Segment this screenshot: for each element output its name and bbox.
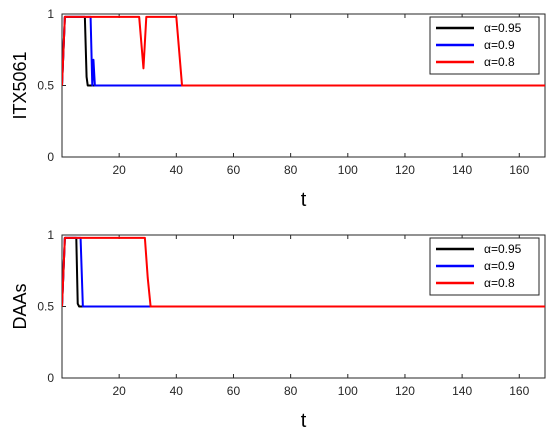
y-axis-label: ITX5061 <box>10 51 30 119</box>
x-tick-label: 120 <box>395 384 415 398</box>
x-tick-label: 160 <box>509 384 529 398</box>
x-tick-label: 120 <box>395 163 415 177</box>
x-tick-label: 160 <box>509 163 529 177</box>
series-line-3 <box>62 236 545 308</box>
legend-label-2: α=0.9 <box>484 38 515 52</box>
x-tick-label: 60 <box>227 384 241 398</box>
y-axis-label: DAAs <box>10 283 30 329</box>
legend-label-3: α=0.8 <box>484 55 515 69</box>
x-axis-label: t <box>301 410 307 430</box>
x-tick-label: 140 <box>452 163 472 177</box>
x-tick-label: 20 <box>112 384 126 398</box>
x-tick-label: 60 <box>227 163 241 177</box>
chart-panel-1: 20 40 60 80 100 120 140 16000.51tITX5061α=0.95α… <box>10 7 546 211</box>
y-tick-label: 1 <box>47 228 54 242</box>
x-tick-label: 40 <box>170 384 184 398</box>
x-tick-label: 80 <box>284 163 298 177</box>
y-tick-label: 0 <box>47 371 54 385</box>
y-tick-label: 0.5 <box>37 300 54 314</box>
y-tick-label: 0.5 <box>37 79 54 93</box>
x-tick-label: 80 <box>284 384 298 398</box>
x-tick-label: 100 <box>338 384 358 398</box>
x-tick-label: 100 <box>338 163 358 177</box>
series-line-3 <box>62 15 545 87</box>
chart-panel-2: 20 40 60 80 100 120 140 16000.51tDAAsα=0.95α=0.… <box>10 228 546 430</box>
x-tick-label: 20 <box>112 163 126 177</box>
legend-label-1: α=0.95 <box>484 21 522 35</box>
legend-label-2: α=0.9 <box>484 259 515 273</box>
x-tick-label: 140 <box>452 384 472 398</box>
y-tick-label: 1 <box>47 7 54 21</box>
legend: α=0.95 α=0.9 α=0.8 <box>429 237 540 296</box>
x-tick-label: 40 <box>170 163 184 177</box>
y-tick-label: 0 <box>47 150 54 164</box>
x-axis-label: t <box>301 189 307 211</box>
legend-label-1: α=0.95 <box>484 242 522 256</box>
legend: α=0.95 α=0.9 α=0.8 <box>429 16 540 75</box>
legend-label-3: α=0.8 <box>484 276 515 290</box>
